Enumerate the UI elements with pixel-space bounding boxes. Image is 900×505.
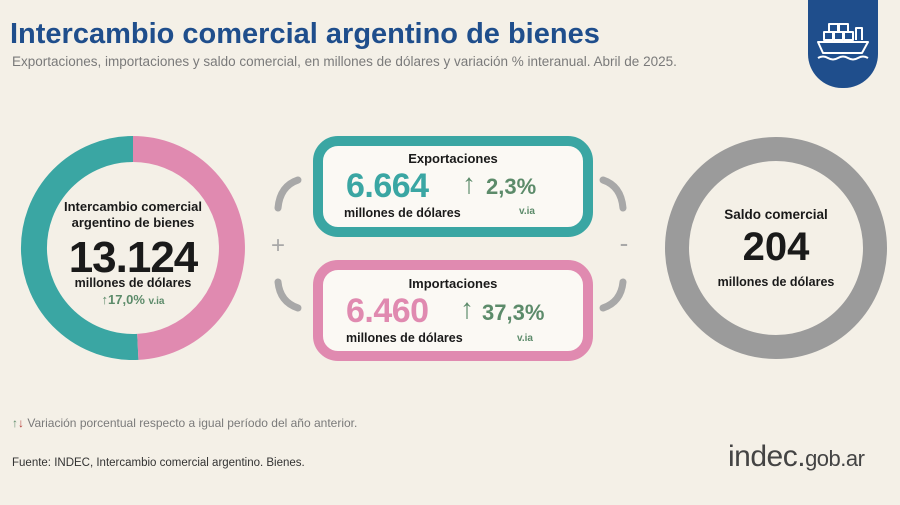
total-variation: 17,0% xyxy=(108,292,145,307)
right-bracket xyxy=(599,176,627,312)
donut-slice-imports xyxy=(132,136,245,360)
total-variation-row: ↑17,0% v.ia xyxy=(48,292,218,307)
total-via: v.ia xyxy=(148,296,165,307)
imports-variation: 37,3% xyxy=(482,300,545,325)
ship-icon xyxy=(817,23,869,61)
plus-operator: + xyxy=(270,232,285,259)
imports-value: 6.460 xyxy=(346,292,429,330)
exports-value: 6.664 xyxy=(346,167,429,205)
arrow-up-icon: ↑ xyxy=(460,293,474,324)
total-unit: millones de dólares xyxy=(74,276,192,290)
balance-label: Saldo comercial xyxy=(724,207,828,222)
balance-unit: millones de dólares xyxy=(717,275,835,289)
total-label-line1: Intercambio comercial xyxy=(64,199,202,214)
exports-via: v.ia xyxy=(519,206,535,217)
minus-operator: - xyxy=(619,228,629,258)
arrow-down-icon: ↓ xyxy=(18,416,24,430)
variation-note-text: Variación porcentual respecto a igual pe… xyxy=(27,416,358,430)
variation-note: ↑↓ Variación porcentual respecto a igual… xyxy=(12,416,357,430)
balance-value: 204 xyxy=(742,225,810,269)
exports-variation: 2,3% xyxy=(486,174,537,199)
arrow-up-icon: ↑ xyxy=(462,168,476,199)
exports-unit: millones de dólares xyxy=(344,206,461,220)
page-title: Intercambio comercial argentino de biene… xyxy=(10,18,600,50)
exports-label: Exportaciones xyxy=(408,151,498,166)
donut-slice-exports xyxy=(20,136,139,360)
logo-brand: indec xyxy=(728,440,798,473)
total-value: 13.124 xyxy=(68,233,199,282)
exports-box xyxy=(313,136,593,237)
total-label-line2: argentino de bienes xyxy=(71,215,195,230)
indec-logo: indec.gob.ar xyxy=(728,440,865,474)
imports-via: v.ia xyxy=(517,333,533,344)
imports-box xyxy=(313,260,593,361)
left-bracket xyxy=(274,176,302,312)
imports-label: Importaciones xyxy=(408,276,498,291)
source-text: Fuente: INDEC, Intercambio comercial arg… xyxy=(12,457,305,469)
logo-domain: gob.ar xyxy=(805,446,865,471)
logo-dot: . xyxy=(797,440,806,473)
donut-total xyxy=(20,136,245,360)
page-subtitle: Exportaciones, importaciones y saldo com… xyxy=(12,54,677,69)
imports-unit: millones de dólares xyxy=(346,331,463,345)
arrow-up-icon: ↑ xyxy=(101,292,109,307)
balance-ring xyxy=(665,137,887,359)
logo-badge xyxy=(808,0,878,88)
arrow-up-icon: ↑ xyxy=(12,416,18,430)
